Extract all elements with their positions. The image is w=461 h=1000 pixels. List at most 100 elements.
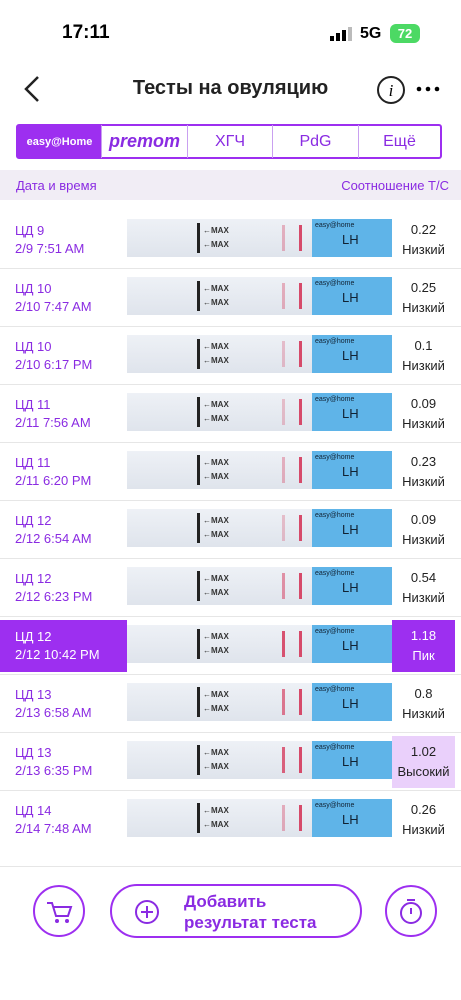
test-row[interactable]: ЦД 11 2/11 6:20 PM ←MAX ←MAX easy@home LH 0.23… xyxy=(0,442,461,500)
strip-bar xyxy=(197,397,200,427)
strip-lh: LH xyxy=(342,638,359,653)
row-date: ЦД 9 2/9 7:51 AM xyxy=(0,214,127,266)
tab[interactable]: Ещё xyxy=(383,132,416,150)
test-line xyxy=(282,747,285,773)
test-row[interactable]: ЦД 14 2/14 7:48 AM ←MAX ←MAX easy@home LH 0.26… xyxy=(0,790,461,848)
status-time: 17:11 xyxy=(62,22,110,43)
row-ratio: 1.02 Высокий xyxy=(392,736,455,788)
strip-bar xyxy=(197,223,200,253)
strip-marker: ←MAX xyxy=(203,284,229,293)
cycle-day: ЦД 14 xyxy=(15,803,52,818)
tab[interactable]: ХГЧ xyxy=(188,125,273,158)
row-separator xyxy=(0,268,461,269)
row-separator xyxy=(0,384,461,385)
strip-handle: easy@home LH xyxy=(312,625,392,663)
tab[interactable]: premom xyxy=(102,125,188,158)
row-date: ЦД 12 2/12 6:23 PM xyxy=(0,562,127,614)
strip-bar xyxy=(197,629,200,659)
date-time: 2/12 6:23 PM xyxy=(15,589,93,604)
more-button[interactable] xyxy=(415,84,441,94)
control-line xyxy=(299,225,302,251)
strip-bar xyxy=(197,745,200,775)
strip-lh: LH xyxy=(342,290,359,305)
ratio-level: Низкий xyxy=(402,532,445,547)
ratio-value: 0.26 xyxy=(410,802,437,817)
row-separator xyxy=(0,732,461,733)
strip-handle: easy@home LH xyxy=(312,393,392,431)
test-line xyxy=(282,341,285,367)
cycle-day: ЦД 13 xyxy=(15,687,52,702)
network: 5G xyxy=(360,25,382,42)
date-time: 2/10 7:47 AM xyxy=(15,299,92,314)
strip-handle: easy@home LH xyxy=(312,799,392,837)
row-separator xyxy=(0,674,461,675)
strip-marker: ←MAX xyxy=(203,240,229,249)
strip-bar xyxy=(197,281,200,311)
strip-lh: LH xyxy=(342,522,359,537)
test-strip: ←MAX ←MAX easy@home LH xyxy=(127,567,392,605)
strip-handle: easy@home LH xyxy=(312,219,392,257)
strip-marker: ←MAX xyxy=(203,298,229,307)
add-result-button[interactable]: Добавить результат теста xyxy=(110,884,362,938)
test-row[interactable]: ЦД 12 2/12 10:42 PM ←MAX ←MAX easy@home LH 1.1… xyxy=(0,616,461,674)
strip-lh: LH xyxy=(342,348,359,363)
test-row[interactable]: ЦД 12 2/12 6:23 PM ←MAX ←MAX easy@home LH 0.54… xyxy=(0,558,461,616)
test-strip: ←MAX ←MAX easy@home LH xyxy=(127,683,392,721)
strip-lh: LH xyxy=(342,696,359,711)
strip-brand: easy@home xyxy=(315,454,355,461)
test-row[interactable]: ЦД 10 2/10 6:17 PM ←MAX ←MAX easy@home LH 0.1 Н… xyxy=(0,326,461,384)
plus-icon xyxy=(135,900,159,924)
info-button[interactable]: i xyxy=(376,75,406,105)
test-strip: ←MAX ←MAX easy@home LH xyxy=(127,451,392,489)
strip-marker: ←MAX xyxy=(203,588,229,597)
test-strip: ←MAX ←MAX easy@home LH xyxy=(127,219,392,257)
cart-button[interactable] xyxy=(32,884,86,938)
date-time: 2/12 10:42 PM xyxy=(15,647,100,662)
test-line xyxy=(282,225,285,251)
ratio-value: 0.23 xyxy=(410,454,437,469)
row-separator xyxy=(0,790,461,791)
ratio-level: Низкий xyxy=(402,300,445,315)
test-row[interactable]: ЦД 11 2/11 7:56 AM ←MAX ←MAX easy@home LH 0.09… xyxy=(0,384,461,442)
test-line xyxy=(282,805,285,831)
strip-brand: easy@home xyxy=(315,744,355,751)
test-row[interactable]: ЦД 13 2/13 6:58 AM ←MAX ←MAX easy@home LH 0.8 Н… xyxy=(0,674,461,732)
test-row[interactable]: ЦД 9 2/9 7:51 AM ←MAX ←MAX easy@home LH 0.22 Ни… xyxy=(0,210,461,268)
timer-button[interactable] xyxy=(384,884,438,938)
control-line xyxy=(299,515,302,541)
control-line xyxy=(299,573,302,599)
strip-handle: easy@home LH xyxy=(312,509,392,547)
ratio-value: 1.18 xyxy=(410,628,437,643)
date-time: 2/13 6:35 PM xyxy=(15,763,93,778)
strip-brand: easy@home xyxy=(315,802,355,809)
cycle-day: ЦД 11 xyxy=(15,397,51,412)
add-result-label: Добавить результат теста xyxy=(184,892,317,932)
test-row[interactable]: ЦД 10 2/10 7:47 AM ←MAX ←MAX easy@home LH 0.25… xyxy=(0,268,461,326)
strip-marker: ←MAX xyxy=(203,356,229,365)
test-row[interactable]: ЦД 13 2/13 6:35 PM ←MAX ←MAX easy@home LH 1.02… xyxy=(0,732,461,790)
strip-marker: ←MAX xyxy=(203,574,229,583)
strip-lh: LH xyxy=(342,812,359,827)
strip-marker: ←MAX xyxy=(203,516,229,525)
ratio-level: Высокий xyxy=(397,764,450,779)
strip-marker: ←MAX xyxy=(203,472,229,481)
strip-marker: ←MAX xyxy=(203,632,229,641)
row-ratio: 0.54 Низкий xyxy=(392,562,455,614)
date-time: 2/11 6:20 PM xyxy=(15,473,92,488)
test-strip: ←MAX ←MAX easy@home LH xyxy=(127,393,392,431)
ratio-value: 0.09 xyxy=(410,512,437,527)
strip-brand: easy@home xyxy=(315,628,355,635)
tab[interactable]: easy@Home xyxy=(18,125,102,158)
test-row[interactable]: ЦД 12 2/12 6:54 AM ←MAX ←MAX easy@home LH 0.09… xyxy=(0,500,461,558)
row-separator xyxy=(0,500,461,501)
column-ratio: Соотношение Т/С xyxy=(341,178,449,193)
battery: 72 xyxy=(390,24,420,43)
test-line xyxy=(282,631,285,657)
ratio-level: Низкий xyxy=(402,416,445,431)
tab[interactable]: PdG xyxy=(273,125,359,158)
back-button[interactable] xyxy=(20,74,46,104)
strip-marker: ←MAX xyxy=(203,820,229,829)
cycle-day: ЦД 11 xyxy=(15,455,51,470)
strip-handle: easy@home LH xyxy=(312,741,392,779)
test-strip: ←MAX ←MAX easy@home LH xyxy=(127,625,392,663)
